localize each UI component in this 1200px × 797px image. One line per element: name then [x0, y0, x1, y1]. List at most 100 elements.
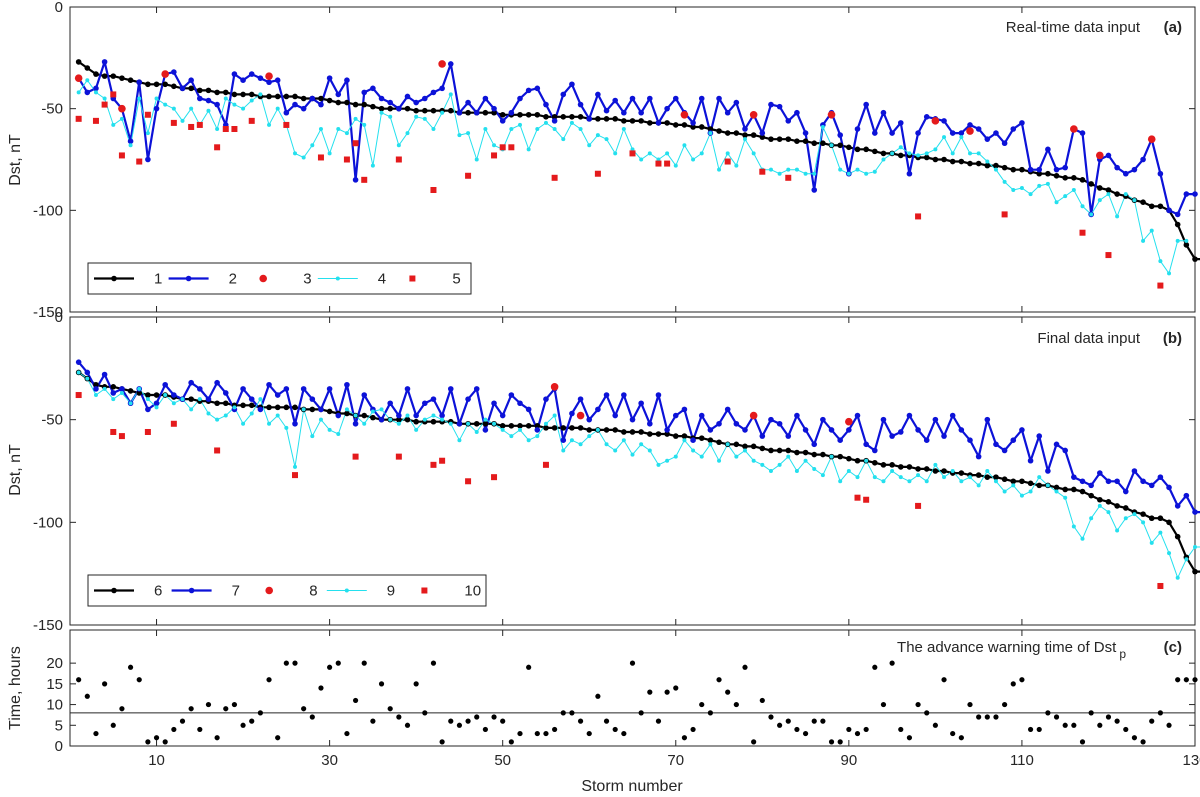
series-9-point [85, 376, 90, 381]
warning-time-point [552, 726, 558, 733]
series-6-point [430, 418, 437, 425]
series-9-point [457, 438, 462, 443]
warning-time-point [1088, 710, 1094, 716]
series-1-point [413, 107, 419, 114]
series-6-point [621, 429, 627, 435]
panel-c-ytick-label: 20 [46, 655, 63, 672]
series-4-point [232, 102, 237, 107]
series-1-point [785, 136, 792, 142]
series-2-point [1019, 120, 1025, 126]
series-5-marker [317, 154, 324, 161]
series-9-point [829, 454, 834, 459]
series-6-point [975, 472, 982, 478]
series-4-point [942, 135, 947, 140]
series-2-point [171, 69, 177, 75]
series-2-point [1079, 130, 1086, 136]
warning-time-point [517, 730, 523, 737]
series-9-point [327, 427, 332, 432]
series-6-point [897, 464, 904, 470]
series-9-point [232, 405, 237, 410]
panel-c-xtick-label: 50 [494, 752, 511, 769]
series-4-point [717, 167, 722, 172]
series-2-point [93, 85, 99, 92]
series-7-point [309, 396, 316, 402]
series-9-point [362, 421, 367, 426]
series-7-point [525, 406, 532, 413]
warning-time-point [127, 664, 134, 670]
series-4-point [396, 143, 401, 148]
series-6-point [1001, 476, 1008, 483]
series-7-point [1071, 474, 1077, 480]
series-6-point [1062, 486, 1068, 493]
warning-time-point [1192, 677, 1198, 683]
series-2-point [499, 118, 506, 124]
series-6-point [759, 445, 766, 452]
series-6-point [603, 427, 610, 433]
series-5-marker [136, 158, 143, 165]
series-7-point [776, 420, 783, 427]
series-9-point [639, 442, 644, 447]
warning-time-point [569, 710, 575, 716]
series-2-point [655, 120, 662, 126]
series-4-point [215, 127, 220, 131]
series-10-marker [395, 453, 402, 460]
series-7-point [820, 416, 826, 423]
series-1-point [1097, 185, 1103, 191]
series-9-point [119, 390, 124, 395]
warning-time-point [188, 706, 194, 712]
series-4-point [119, 116, 124, 121]
panel-a-plot [74, 59, 1200, 289]
series-9-point [872, 475, 877, 480]
series-4-point [414, 114, 419, 119]
series-9-point [630, 452, 635, 457]
panel-c-plot [70, 660, 1198, 745]
warning-time-point [846, 726, 852, 733]
series-4-point [293, 151, 297, 156]
series-9-point [924, 479, 929, 484]
series-2-point [517, 95, 523, 102]
series-9-point [1123, 516, 1128, 521]
warning-time-point [378, 681, 385, 687]
series-2-point [595, 91, 601, 98]
series-6-point [958, 470, 965, 476]
series-6-point [854, 457, 861, 464]
series-1-point [1001, 164, 1008, 171]
series-5-marker [465, 172, 472, 179]
series-2-point [439, 85, 445, 92]
warning-time-point [1045, 710, 1051, 716]
series-4-point [275, 106, 280, 111]
series-4-point [1037, 183, 1042, 188]
series-1-point [543, 114, 549, 120]
series-2-point [274, 77, 281, 83]
series-5-marker [655, 160, 662, 167]
warning-time-point [742, 664, 748, 670]
series-6-point [733, 441, 740, 448]
series-5-marker [352, 140, 359, 147]
series-6-point [1122, 505, 1129, 511]
series-1-point [1114, 191, 1120, 197]
series-4-point [639, 157, 644, 162]
series-7-point [1174, 503, 1181, 509]
series-9-point [569, 438, 574, 443]
panel-c-title: The advance warning time of Dst p [897, 639, 1126, 661]
series-7-point [993, 441, 999, 448]
series-4-point [968, 151, 972, 156]
series-10-marker [915, 502, 922, 509]
series-6-point [820, 451, 826, 458]
series-7-point [906, 412, 913, 419]
series-4-point [180, 118, 185, 123]
warning-time-point [370, 718, 376, 724]
series-10-marker [292, 472, 298, 479]
series-4-point [1045, 181, 1050, 186]
series-7-point [672, 412, 679, 419]
series-9-point [1063, 495, 1068, 500]
warning-time-point [249, 718, 255, 724]
series-4-point [673, 163, 678, 168]
series-6-point [1053, 484, 1060, 491]
series-9-point [1028, 489, 1033, 494]
series-9-point [898, 475, 903, 480]
series-9-point [595, 427, 600, 432]
series-6-point [508, 423, 515, 429]
series-4-point [604, 137, 609, 142]
series-9-point [561, 448, 566, 453]
